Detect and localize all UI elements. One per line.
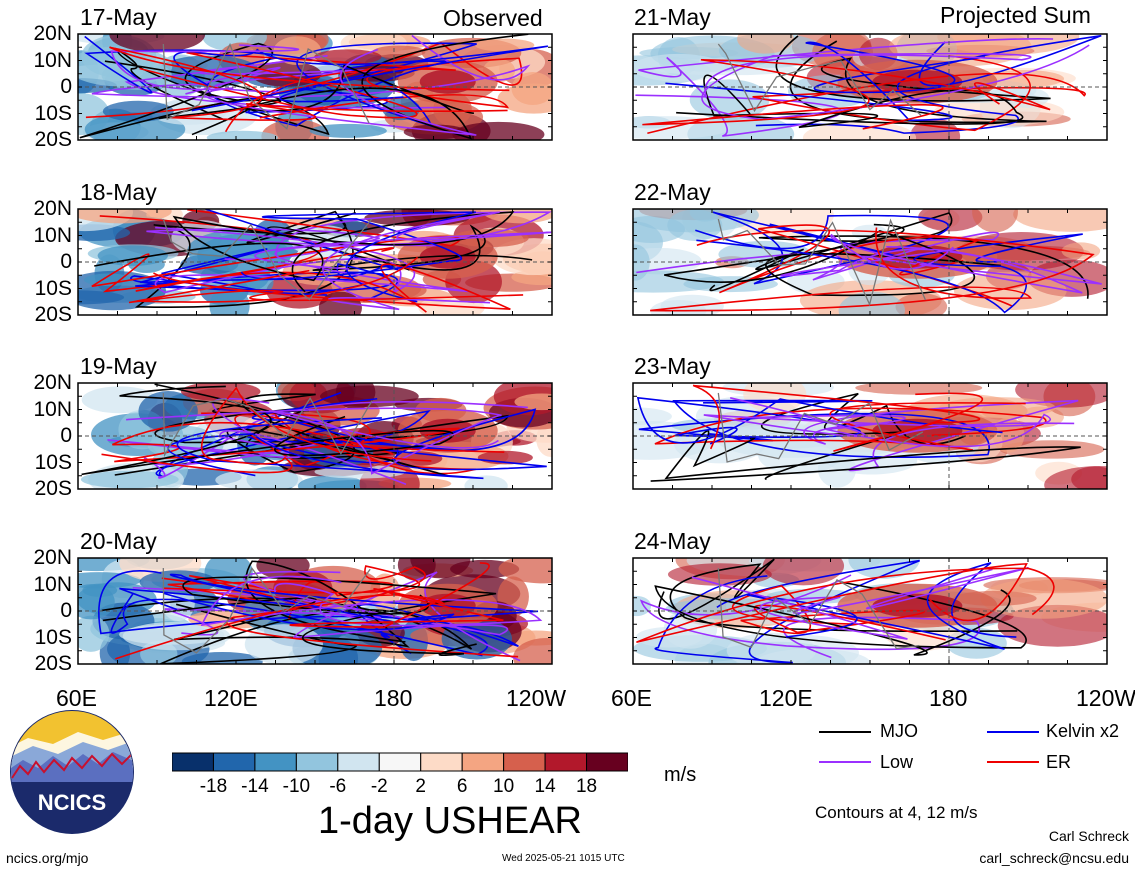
colorbar-tick-0: -18 (199, 776, 228, 797)
lat-tick-2-3: 10S (34, 450, 72, 474)
colorbar-tick-1: -14 (241, 776, 269, 797)
colorbar-segment-3 (295, 752, 339, 772)
colorbar-tick-5: 2 (415, 776, 426, 797)
lon-tick-120e-left: 120E (204, 685, 258, 711)
colorbar-title: 1-day USHEAR (318, 800, 582, 842)
lon-tick-60e-right: 60E (611, 685, 652, 711)
colorbar-tick-8: 14 (534, 776, 556, 797)
lat-tick-2-1: 10N (33, 397, 72, 421)
footer-url: ncics.org/mjo (6, 850, 89, 866)
lat-tick-2-4: 20S (34, 477, 72, 500)
colorbar-segment-0 (172, 752, 214, 772)
panel-date-8: 24-May (634, 528, 711, 554)
projected-header: Projected Sum (940, 2, 1091, 28)
lon-tick-180-left: 180 (374, 685, 413, 711)
lat-tick-3-4: 20S (34, 652, 72, 675)
panel-date-5: 21-May (634, 4, 711, 30)
map-panel-2 (633, 34, 1107, 140)
lat-tick-3-0: 20N (33, 546, 72, 569)
lat-tick-3-2: 0 (60, 599, 72, 622)
colorbar-segment-10 (586, 752, 628, 772)
map-panel-1 (78, 34, 552, 140)
colorbar-segment-1 (212, 752, 256, 772)
lon-tick-180-right: 180 (929, 685, 968, 711)
lat-tick-1-2: 0 (60, 250, 72, 273)
colorbar-segment-8 (503, 752, 546, 772)
colorbar-segment-9 (544, 752, 588, 772)
colorbar-tick-4: -2 (370, 776, 388, 797)
panel-date-7: 23-May (634, 353, 711, 379)
colorbar-segment-5 (378, 752, 422, 772)
observed-header: Observed (443, 5, 543, 31)
colorbar-tick-6: 6 (456, 776, 468, 797)
lat-tick-2-2: 0 (60, 424, 72, 447)
footer-email: carl_schreck@ncsu.edu (979, 850, 1129, 866)
colorbar-tick-7: 10 (493, 776, 515, 797)
panel-date-2: 18-May (80, 179, 157, 205)
colorbar-segment-4 (337, 752, 380, 772)
lat-tick-3-1: 10N (33, 572, 72, 596)
lat-tick-0-4: 20S (34, 128, 72, 151)
lat-tick-0-2: 0 (60, 75, 72, 98)
colorbar-tick-3: -6 (329, 776, 347, 797)
panel-date-3: 19-May (80, 353, 157, 379)
panel-date-1: 17-May (80, 4, 157, 30)
legend-label-low: Low (880, 752, 914, 772)
lat-tick-1-1: 10N (33, 223, 72, 247)
colorbar-tick-2: -10 (282, 776, 311, 797)
map-panel-4 (633, 209, 1107, 315)
lat-tick-1-3: 10S (34, 276, 72, 300)
map-panel-3 (78, 209, 552, 315)
map-panel-7 (78, 558, 552, 664)
lat-tick-0-1: 10N (33, 48, 72, 72)
colorbar-tick-9: 18 (575, 776, 598, 797)
lat-tick-0-3: 10S (34, 101, 72, 125)
map-panel-5 (78, 383, 552, 489)
footer-author: Carl Schreck (1048, 828, 1129, 844)
contour-note: Contours at 4, 12 m/s (815, 803, 978, 822)
legend-label-er: ER (1046, 752, 1072, 772)
legend-label-kelvin: Kelvin x2 (1046, 721, 1120, 741)
colorbar-segment-6 (420, 752, 463, 772)
logo-text: NCICS (38, 790, 106, 815)
map-panel-6 (633, 383, 1107, 489)
lat-tick-1-4: 20S (34, 303, 72, 326)
colorbar (172, 752, 628, 772)
ncics-logo: NCICS (10, 710, 134, 834)
lon-tick-120w-right: 120W (1076, 685, 1135, 711)
lon-tick-60e-left: 60E (56, 685, 97, 711)
colorbar-segment-2 (254, 752, 297, 772)
lon-tick-120e-right: 120E (759, 685, 813, 711)
footer-timestamp: Wed 2025-05-21 1015 UTC (502, 853, 625, 864)
panel-date-6: 22-May (634, 179, 711, 205)
legend-label-mjo: MJO (880, 721, 918, 741)
lon-tick-120w-left: 120W (506, 685, 567, 711)
colorbar-segment-7 (461, 752, 505, 772)
lat-tick-2-0: 20N (33, 371, 72, 394)
panel-date-4: 20-May (80, 528, 157, 554)
map-panel-8 (633, 558, 1107, 664)
lat-tick-1-0: 20N (33, 197, 72, 220)
lat-tick-0-0: 20N (33, 22, 72, 45)
colorbar-units: m/s (664, 764, 697, 786)
legend (819, 731, 1039, 763)
lat-tick-3-3: 10S (34, 625, 72, 649)
